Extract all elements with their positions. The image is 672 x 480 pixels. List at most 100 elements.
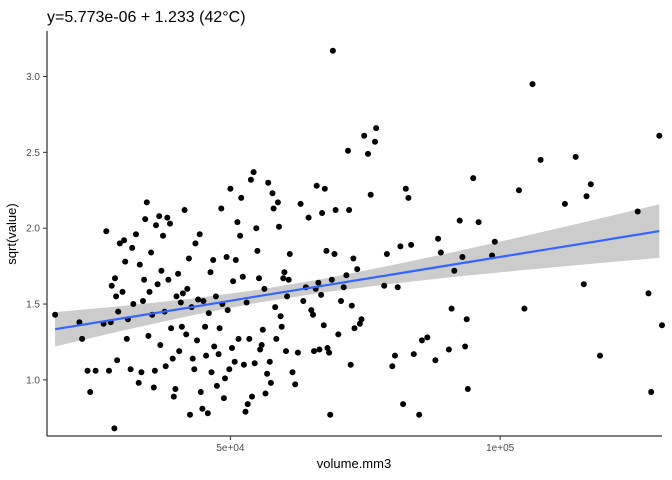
fit-line bbox=[54, 230, 660, 331]
data-point bbox=[410, 351, 417, 358]
data-point bbox=[278, 323, 285, 330]
data-point bbox=[247, 176, 254, 183]
data-point bbox=[392, 352, 398, 359]
data-point bbox=[516, 187, 522, 194]
data-point bbox=[106, 367, 112, 374]
data-point bbox=[348, 302, 355, 309]
data-point bbox=[597, 352, 603, 359]
data-point bbox=[165, 276, 172, 283]
data-point bbox=[475, 219, 482, 226]
data-point bbox=[294, 349, 301, 356]
data-point bbox=[215, 351, 222, 358]
data-point bbox=[230, 278, 237, 285]
data-point bbox=[184, 285, 191, 292]
data-point bbox=[308, 307, 315, 314]
data-point bbox=[157, 342, 164, 348]
data-point bbox=[273, 335, 280, 342]
data-point bbox=[343, 272, 350, 279]
data-point bbox=[285, 276, 292, 283]
confidence-band bbox=[55, 204, 660, 347]
y-tick-label: 1.5 bbox=[26, 300, 40, 311]
y-tick-label: 2.0 bbox=[26, 224, 40, 235]
data-point bbox=[79, 335, 86, 342]
data-point bbox=[254, 247, 261, 254]
data-point bbox=[284, 293, 291, 300]
data-point bbox=[202, 323, 209, 330]
data-point bbox=[154, 281, 161, 288]
data-point bbox=[332, 207, 339, 213]
data-point bbox=[187, 411, 193, 418]
data-point bbox=[160, 232, 166, 239]
data-point bbox=[177, 299, 184, 306]
data-point bbox=[267, 379, 274, 386]
data-point bbox=[340, 284, 347, 291]
data-point bbox=[246, 335, 253, 342]
data-point bbox=[373, 125, 380, 132]
data-point bbox=[211, 343, 218, 350]
data-point bbox=[289, 369, 296, 376]
data-point bbox=[243, 299, 250, 306]
data-point bbox=[143, 199, 150, 206]
data-point bbox=[239, 273, 246, 280]
data-point bbox=[354, 266, 361, 273]
data-point bbox=[587, 181, 594, 188]
data-point bbox=[216, 325, 223, 332]
data-point bbox=[346, 207, 353, 213]
data-point bbox=[52, 311, 59, 318]
data-point bbox=[253, 225, 260, 232]
data-point bbox=[185, 255, 192, 262]
data-point bbox=[280, 275, 287, 282]
data-point bbox=[119, 288, 126, 295]
data-point bbox=[140, 298, 146, 304]
data-point bbox=[323, 247, 330, 254]
data-point bbox=[561, 200, 568, 207]
data-point bbox=[261, 285, 268, 292]
data-point bbox=[365, 150, 371, 157]
data-point bbox=[127, 366, 134, 373]
data-point bbox=[231, 358, 238, 365]
y-tick-label: 1.0 bbox=[26, 375, 40, 386]
data-point bbox=[135, 379, 142, 386]
data-point bbox=[383, 251, 390, 257]
data-point bbox=[122, 258, 129, 265]
data-point bbox=[158, 267, 165, 274]
data-point bbox=[189, 355, 196, 362]
data-point bbox=[269, 190, 276, 197]
data-point bbox=[169, 355, 176, 362]
data-point bbox=[462, 343, 469, 350]
data-point bbox=[297, 200, 304, 207]
data-point bbox=[405, 194, 412, 201]
data-point bbox=[115, 308, 122, 315]
data-point bbox=[350, 255, 357, 262]
data-point bbox=[328, 276, 335, 283]
data-point bbox=[347, 361, 354, 368]
data-point bbox=[103, 228, 110, 235]
data-point bbox=[195, 296, 202, 303]
data-point bbox=[274, 199, 281, 206]
data-point bbox=[121, 237, 128, 244]
data-point bbox=[257, 346, 264, 353]
data-point bbox=[416, 411, 423, 418]
data-point bbox=[432, 357, 439, 364]
data-point bbox=[319, 210, 326, 216]
data-point bbox=[463, 316, 470, 323]
data-point bbox=[327, 411, 334, 418]
data-point bbox=[324, 345, 331, 351]
data-point bbox=[316, 346, 323, 353]
data-point bbox=[129, 244, 136, 251]
data-point bbox=[470, 175, 477, 182]
data-point bbox=[529, 81, 536, 88]
data-point bbox=[148, 249, 155, 256]
data-point bbox=[218, 205, 225, 212]
data-point bbox=[276, 223, 282, 230]
data-point bbox=[402, 185, 409, 192]
data-point bbox=[87, 389, 94, 395]
data-point bbox=[191, 366, 198, 373]
data-point bbox=[213, 382, 220, 389]
data-point bbox=[394, 284, 401, 291]
data-point bbox=[361, 132, 368, 139]
data-point bbox=[156, 213, 163, 220]
data-point bbox=[634, 208, 641, 215]
data-point bbox=[648, 389, 655, 395]
data-point bbox=[464, 386, 471, 392]
